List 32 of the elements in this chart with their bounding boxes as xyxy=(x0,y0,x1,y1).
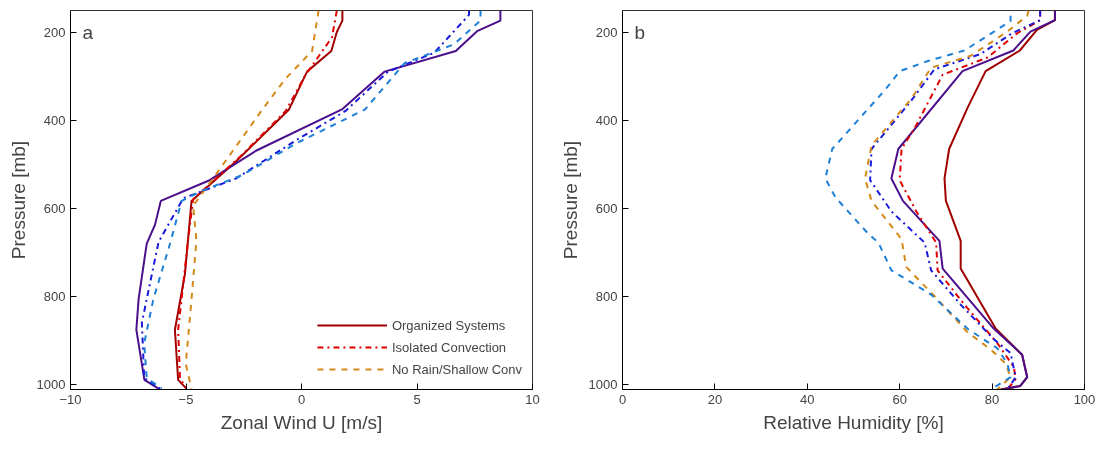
line-series xyxy=(184,10,320,390)
y-axis-title: Pressure [mb] xyxy=(7,140,29,260)
x-tick-label: −5 xyxy=(178,391,194,407)
x-tick-label: 5 xyxy=(413,391,421,407)
x-tick-label: 10 xyxy=(525,391,540,407)
y-tick-label: 400 xyxy=(595,112,618,128)
x-tick-label: 60 xyxy=(892,391,907,407)
y-tick-label: 1000 xyxy=(36,376,66,392)
y-axis-title: Pressure [mb] xyxy=(559,140,581,260)
x-tick-label: 100 xyxy=(1073,391,1096,407)
x-tick-label: 0 xyxy=(297,391,306,407)
x-tick-label: 80 xyxy=(984,391,1000,407)
x-axis-title: Relative Humidity [%] xyxy=(763,411,944,433)
y-tick-label: 600 xyxy=(43,200,66,216)
x-tick-label: 40 xyxy=(800,391,815,407)
y-tick-label: 200 xyxy=(595,24,618,40)
x-tick-label: 0 xyxy=(618,391,627,407)
x-tick-label: 20 xyxy=(707,391,723,407)
text: No Rain/Shallow Conv xyxy=(391,361,522,377)
y-tick-label: 600 xyxy=(595,200,618,216)
text: Organized Systems xyxy=(391,317,506,333)
text: Isolated Convection xyxy=(391,339,507,355)
y-tick-label: 800 xyxy=(43,288,66,304)
y-tick-label: 200 xyxy=(43,24,66,40)
y-tick-label: 400 xyxy=(43,112,66,128)
line-series xyxy=(824,14,1012,390)
x-axis-title: Zonal Wind U [m/s] xyxy=(220,411,383,433)
y-tick-label: 1000 xyxy=(588,376,618,392)
text: b xyxy=(634,21,646,43)
y-tick-label: 800 xyxy=(595,288,618,304)
text: a xyxy=(82,21,94,43)
x-tick-label: −10 xyxy=(59,391,82,407)
